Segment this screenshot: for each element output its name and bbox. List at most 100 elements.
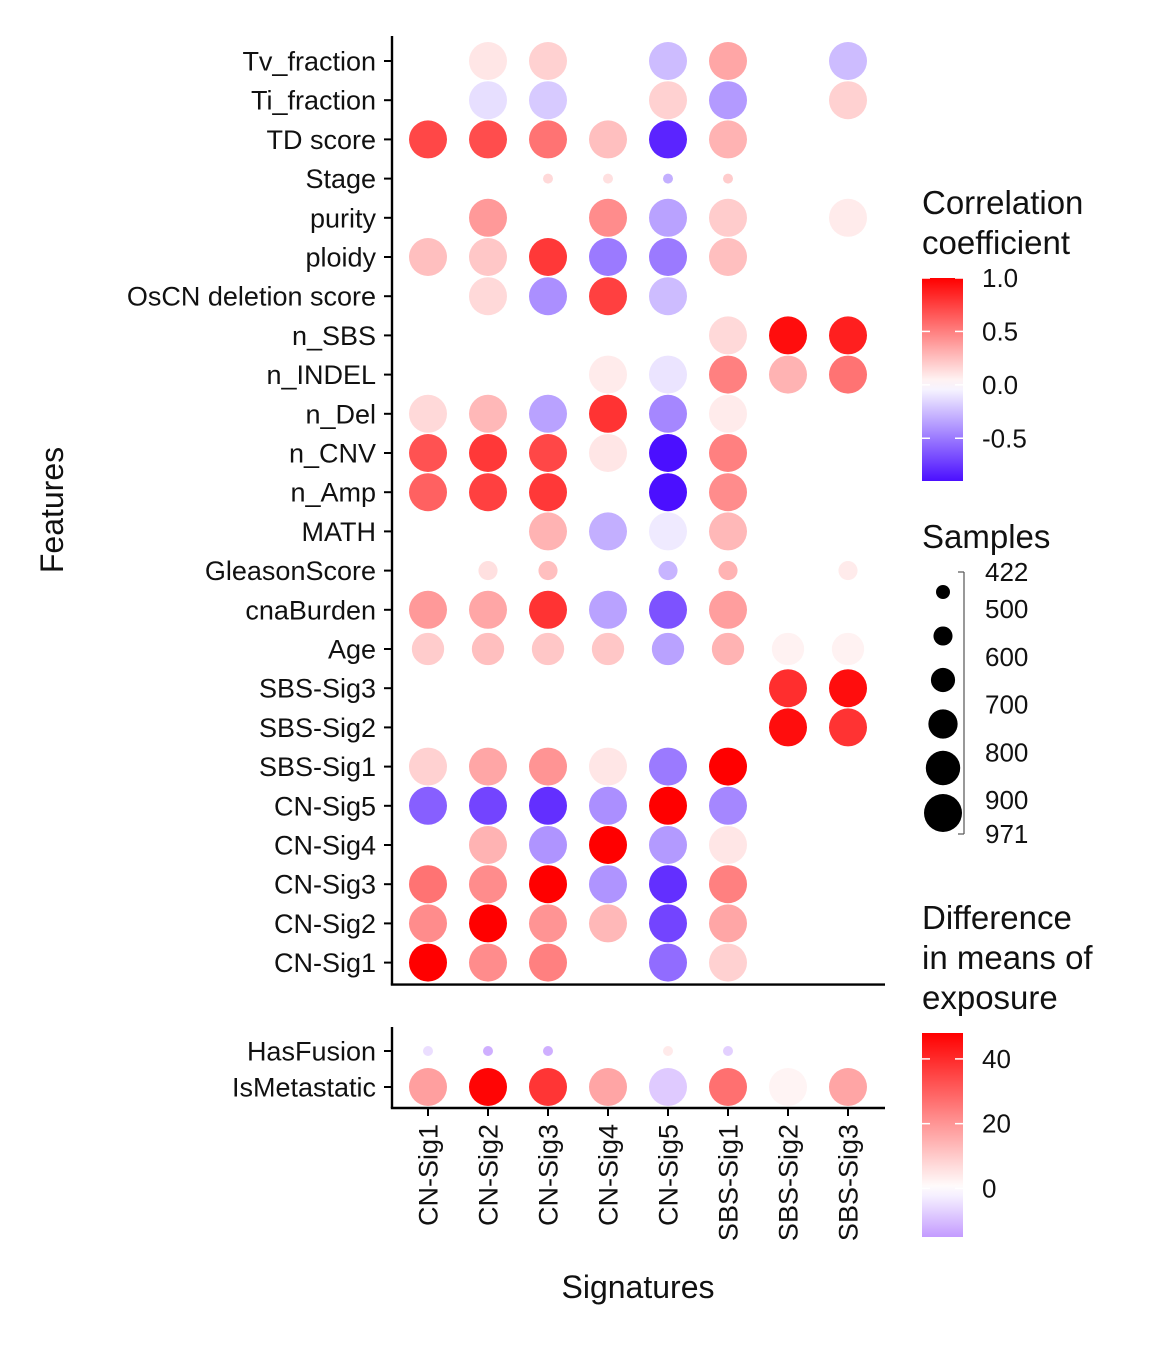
dot-cn-sig1-cn-sig3 [529, 943, 567, 982]
dot-cn-sig3-cn-sig5 [649, 865, 687, 904]
dot-cn-sig1-sbs-sig1 [709, 943, 747, 982]
legend-correlation-title-line: Correlation [922, 184, 1083, 221]
dot-sbs-sig2-sbs-sig3 [829, 708, 867, 747]
y-tick-label-sbs-sig3: SBS-Sig3 [259, 674, 376, 704]
dot-age-cn-sig3 [531, 632, 565, 666]
dot-ti-fraction-cn-sig3 [529, 81, 567, 120]
y-tick-label-age: Age [328, 635, 376, 665]
y-tick-label-math: MATH [302, 517, 377, 547]
x-tick-label-sbs-sig2: SBS-Sig2 [774, 1124, 804, 1241]
x-axis-title: Signatures [562, 1269, 715, 1305]
dot-sbs-sig1-cn-sig4 [589, 747, 627, 786]
y-tick-label-td-score: TD score [266, 125, 376, 155]
y-tick-label-oscn-deletion-score: OsCN deletion score [127, 282, 376, 312]
dot-math-cn-sig5 [649, 512, 687, 551]
legend-correlation-label: 1.0 [982, 263, 1018, 293]
dot-ismetastatic-cn-sig1 [409, 1068, 447, 1106]
y-tick-label-gleasonscore: GleasonScore [205, 556, 376, 586]
dot-age-cn-sig5 [651, 632, 685, 666]
y-tick-label-ismetastatic: IsMetastatic [232, 1073, 376, 1103]
y-tick-label-hasfusion: HasFusion [247, 1037, 376, 1067]
dot-gleasonscore-cn-sig5 [658, 561, 678, 581]
dot-cn-sig1-cn-sig1 [409, 943, 447, 982]
dot-cn-sig5-cn-sig3 [529, 786, 567, 825]
dot-cn-sig5-sbs-sig1 [709, 786, 747, 825]
dot-td-score-cn-sig2 [469, 120, 507, 159]
legend-samples-label: 800 [985, 737, 1028, 767]
dot-ismetastatic-cn-sig3 [529, 1068, 567, 1106]
dot-cn-sig1-cn-sig2 [469, 943, 507, 982]
x-axis: CN-Sig1 CN-Sig2 CN-Sig3 CN-Sig4 CN-Sig5 SBS-S… [414, 1108, 864, 1241]
dot-n-cnv-sbs-sig1 [709, 434, 747, 472]
dot-math-cn-sig4 [589, 512, 627, 551]
dot-math-cn-sig3 [529, 512, 567, 551]
legend-samples-title: Samples [922, 518, 1050, 555]
legend-samples-dot [928, 709, 958, 739]
dot-ploidy-cn-sig4 [589, 238, 627, 276]
dot-cn-sig4-cn-sig4 [589, 826, 627, 864]
y-tick-label-sbs-sig2: SBS-Sig2 [259, 713, 376, 743]
legend-correlation-label: 0.0 [982, 370, 1018, 400]
dot-ismetastatic-cn-sig5 [649, 1068, 687, 1106]
dot-purity-cn-sig5 [649, 198, 687, 237]
dot-n-indel-cn-sig4 [589, 355, 627, 394]
dot-stage-cn-sig3 [543, 173, 553, 184]
dot-cn-sig3-cn-sig2 [469, 865, 507, 904]
legend-correlation-label: -0.5 [982, 423, 1027, 453]
legend-correlation-title-line: coefficient [922, 224, 1070, 261]
dot-cnaburden-cn-sig5 [649, 590, 687, 629]
x-tick-label-cn-sig3: CN-Sig3 [534, 1124, 564, 1226]
y-tick-label-sbs-sig1: SBS-Sig1 [259, 752, 376, 782]
y-tick-label-ti-fraction: Ti_fraction [251, 86, 376, 116]
dot-n-amp-cn-sig5 [649, 473, 687, 512]
y-tick-label-cn-sig4: CN-Sig4 [274, 831, 376, 861]
dot-n-del-cn-sig5 [649, 394, 687, 433]
dot-n-amp-cn-sig2 [469, 473, 507, 512]
dot-age-cn-sig1 [411, 632, 445, 666]
y-tick-label-cn-sig3: CN-Sig3 [274, 870, 376, 900]
dot-n-indel-sbs-sig2 [769, 355, 807, 394]
dot-hasfusion-cn-sig2 [483, 1046, 493, 1056]
dot-ploidy-cn-sig5 [649, 238, 687, 276]
legend-samples-label: 422 [985, 557, 1028, 587]
dot-hasfusion-cn-sig1 [423, 1046, 433, 1056]
dot-n-sbs-sbs-sig3 [829, 316, 867, 355]
dot-ploidy-cn-sig1 [409, 238, 447, 276]
y-tick-label-cn-sig2: CN-Sig2 [274, 909, 376, 939]
dot-cn-sig5-cn-sig2 [469, 786, 507, 825]
dot-cn-sig5-cn-sig1 [409, 786, 447, 825]
dot-n-del-cn-sig1 [409, 394, 447, 433]
dot-age-cn-sig2 [471, 632, 505, 666]
dot-n-indel-sbs-sig1 [709, 355, 747, 394]
dot-cn-sig2-cn-sig1 [409, 904, 447, 943]
dot-n-amp-cn-sig3 [529, 473, 567, 512]
y-tick-label-n-amp: n_Amp [290, 478, 376, 508]
dot-cn-sig3-sbs-sig1 [709, 865, 747, 904]
y-tick-label-cn-sig1: CN-Sig1 [274, 948, 376, 978]
legend-difference-label: 40 [982, 1044, 1011, 1074]
dot-sbs-sig1-cn-sig3 [529, 747, 567, 786]
dot-gleasonscore-cn-sig2 [478, 561, 498, 581]
x-tick-label-cn-sig1: CN-Sig1 [414, 1124, 444, 1226]
top-panel: Tv_fraction Ti_fraction TD score Stage purit… [127, 36, 885, 986]
dot-td-score-cn-sig3 [529, 120, 567, 159]
y-tick-label-cnaburden: cnaBurden [245, 595, 376, 625]
dot-cn-sig3-cn-sig4 [589, 865, 627, 904]
dot-sbs-sig3-sbs-sig3 [829, 669, 867, 708]
dot-cnaburden-cn-sig4 [589, 590, 627, 629]
dot-hasfusion-sbs-sig1 [723, 1046, 733, 1056]
dot-cn-sig4-cn-sig2 [469, 826, 507, 864]
dot-hasfusion-cn-sig3 [543, 1046, 553, 1056]
y-axis-title: Features [34, 447, 70, 573]
bottom-panel: HasFusion IsMetastatic [232, 1027, 885, 1110]
dot-n-cnv-cn-sig1 [409, 434, 447, 472]
dot-tv-fraction-cn-sig5 [649, 42, 687, 80]
dot-ismetastatic-sbs-sig2 [769, 1068, 807, 1106]
y-tick-label-n-del: n_Del [305, 399, 376, 429]
legend-samples-label: 900 [985, 785, 1028, 815]
y-tick-label-cn-sig5: CN-Sig5 [274, 791, 376, 821]
x-tick-label-sbs-sig3: SBS-Sig3 [834, 1124, 864, 1241]
